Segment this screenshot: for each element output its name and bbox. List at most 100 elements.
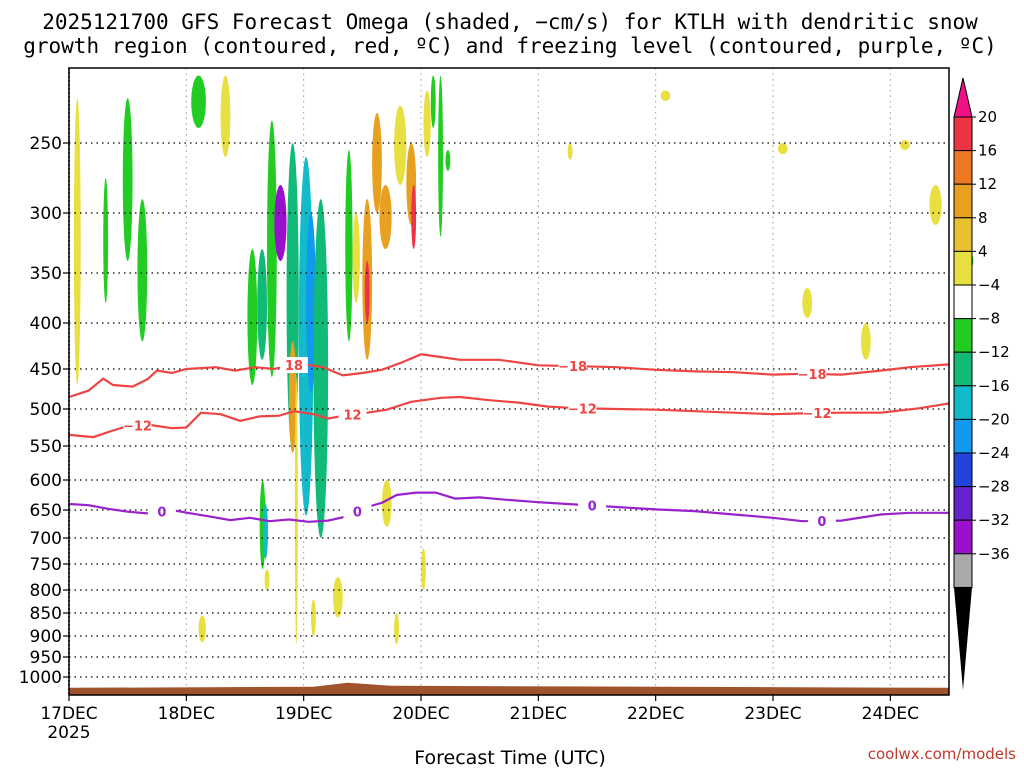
y-tick-label: 450 xyxy=(30,360,62,380)
omega-shaded-region xyxy=(352,213,360,303)
plot-area: 18 −18 −18 −12 12 −12 −12 0 0 0 0 250 300 350 400 450 50… xyxy=(19,67,1010,743)
omega-shaded-region xyxy=(137,199,148,342)
colorbar-swatch xyxy=(953,318,973,353)
omega-shaded-region xyxy=(394,613,399,645)
y-tick-label: 600 xyxy=(30,471,62,491)
colorbar-top-arrow xyxy=(953,77,973,118)
omega-shaded-region xyxy=(394,105,407,185)
dgz-minus12-contour xyxy=(68,395,950,439)
y-tick-label: 850 xyxy=(30,604,62,624)
omega-shaded-region xyxy=(263,504,268,559)
omega-shaded-region xyxy=(264,569,270,590)
colorbar-label: 16 xyxy=(978,142,997,160)
colorbar: 20 16 12 8 4 −4 −8 −12 −16 −20 −24 −28 −32 −36 xyxy=(953,77,1010,690)
colorbar-label: −28 xyxy=(978,478,1010,496)
x-tick-sublabel: 2025 xyxy=(47,723,90,743)
contour-label: 0 xyxy=(588,500,597,515)
y-tick-label: 800 xyxy=(30,581,62,601)
contour-label-bg xyxy=(123,417,152,434)
y-tick-label: 250 xyxy=(30,134,62,154)
colorbar-swatch xyxy=(953,452,973,488)
colorbar-label: 12 xyxy=(978,175,997,193)
x-axis-label: Forecast Time (UTC) xyxy=(414,747,605,768)
omega-shaded-region xyxy=(445,150,451,171)
colorbar-swatch xyxy=(953,150,973,185)
contour-label: 0 xyxy=(157,505,166,520)
contour-label: −12 xyxy=(123,419,152,434)
colorbar-label: −8 xyxy=(978,310,1000,328)
omega-shaded-region xyxy=(220,75,231,157)
contour-label-bg xyxy=(558,358,587,375)
contour-label: 12 xyxy=(344,408,362,423)
dgz-minus18-contour xyxy=(68,353,950,399)
omega-shaded-region xyxy=(411,185,417,249)
contour-label: −12 xyxy=(803,407,832,422)
x-tick-label: 19DEC xyxy=(275,704,332,724)
contour-label: −18 xyxy=(558,360,587,375)
x-tick-label: 22DEC xyxy=(627,704,684,724)
contour-label: 0 xyxy=(817,515,826,530)
omega-shaded-region xyxy=(294,377,298,645)
colorbar-label: −4 xyxy=(978,276,1000,294)
contour-label-bg xyxy=(578,497,607,514)
freezing-level-0-contour xyxy=(68,491,949,523)
omega-shaded-region xyxy=(430,75,436,128)
colorbar-label: 8 xyxy=(978,209,988,227)
y-tick-label: 900 xyxy=(30,627,62,647)
omega-shaded-region xyxy=(364,261,370,323)
contour-label-bg xyxy=(798,366,827,382)
omega-shaded-region xyxy=(345,150,353,342)
grid xyxy=(69,68,949,695)
y-tick-label: 950 xyxy=(30,648,62,668)
y-tick-label: 300 xyxy=(30,204,62,224)
credit-text: coolwx.com/models xyxy=(868,745,1016,763)
colorbar-swatch xyxy=(953,418,973,454)
omega-shaded-region xyxy=(191,75,206,128)
omega-shaded-region xyxy=(198,615,206,643)
colorbar-swatch xyxy=(953,250,973,286)
colorbar-bottom-arrow xyxy=(954,587,972,690)
contour-label: 0 xyxy=(353,506,362,521)
contour-label-bg xyxy=(147,503,176,520)
omega-shaded-region xyxy=(306,213,316,393)
omega-shaded-region xyxy=(73,98,81,385)
colorbar-label: −24 xyxy=(978,444,1010,462)
omega-shading xyxy=(73,75,974,683)
omega-shaded-region xyxy=(381,480,392,527)
omega-shaded-region xyxy=(660,90,671,101)
x-tick-label: 18DEC xyxy=(158,704,215,724)
colorbar-swatch xyxy=(953,116,973,152)
contour-label-bg xyxy=(803,405,831,422)
y-tick-label: 500 xyxy=(30,400,62,420)
contour-label: 18 xyxy=(285,359,303,374)
contour-label-bg xyxy=(807,512,836,529)
colorbar-label: −32 xyxy=(978,511,1010,529)
omega-shaded-region xyxy=(103,178,109,303)
colorbar-label: 20 xyxy=(978,108,997,126)
colorbar-label: −20 xyxy=(978,410,1010,428)
omega-shaded-region xyxy=(267,120,277,377)
ground-surface xyxy=(69,682,949,695)
colorbar-label: −12 xyxy=(978,343,1010,361)
x-tick-label: 20DEC xyxy=(392,704,449,724)
contour-label: −18 xyxy=(798,368,827,383)
y-tick-label: 400 xyxy=(30,314,62,334)
colorbar-swatch xyxy=(953,519,973,555)
colorbar-swatch xyxy=(953,284,973,320)
omega-shaded-region xyxy=(122,98,133,261)
omega-shaded-region xyxy=(777,143,788,155)
y-tick-label: 1000 xyxy=(19,668,62,688)
omega-shaded-region xyxy=(900,140,910,150)
omega-shaded-region xyxy=(372,113,382,213)
omega-shaded-region xyxy=(929,185,942,225)
y-tick-label: 350 xyxy=(30,264,62,284)
x-tick-label: 23DEC xyxy=(744,704,801,724)
omega-shaded-region xyxy=(313,199,329,538)
colorbar-label: 4 xyxy=(978,242,988,260)
omega-shaded-region xyxy=(438,75,443,237)
y-axis: 250 300 350 400 450 500 550 600 650 700 750 800 850 9… xyxy=(19,134,69,688)
colorbar-swatch xyxy=(953,217,973,252)
y-tick-label: 750 xyxy=(30,555,62,575)
